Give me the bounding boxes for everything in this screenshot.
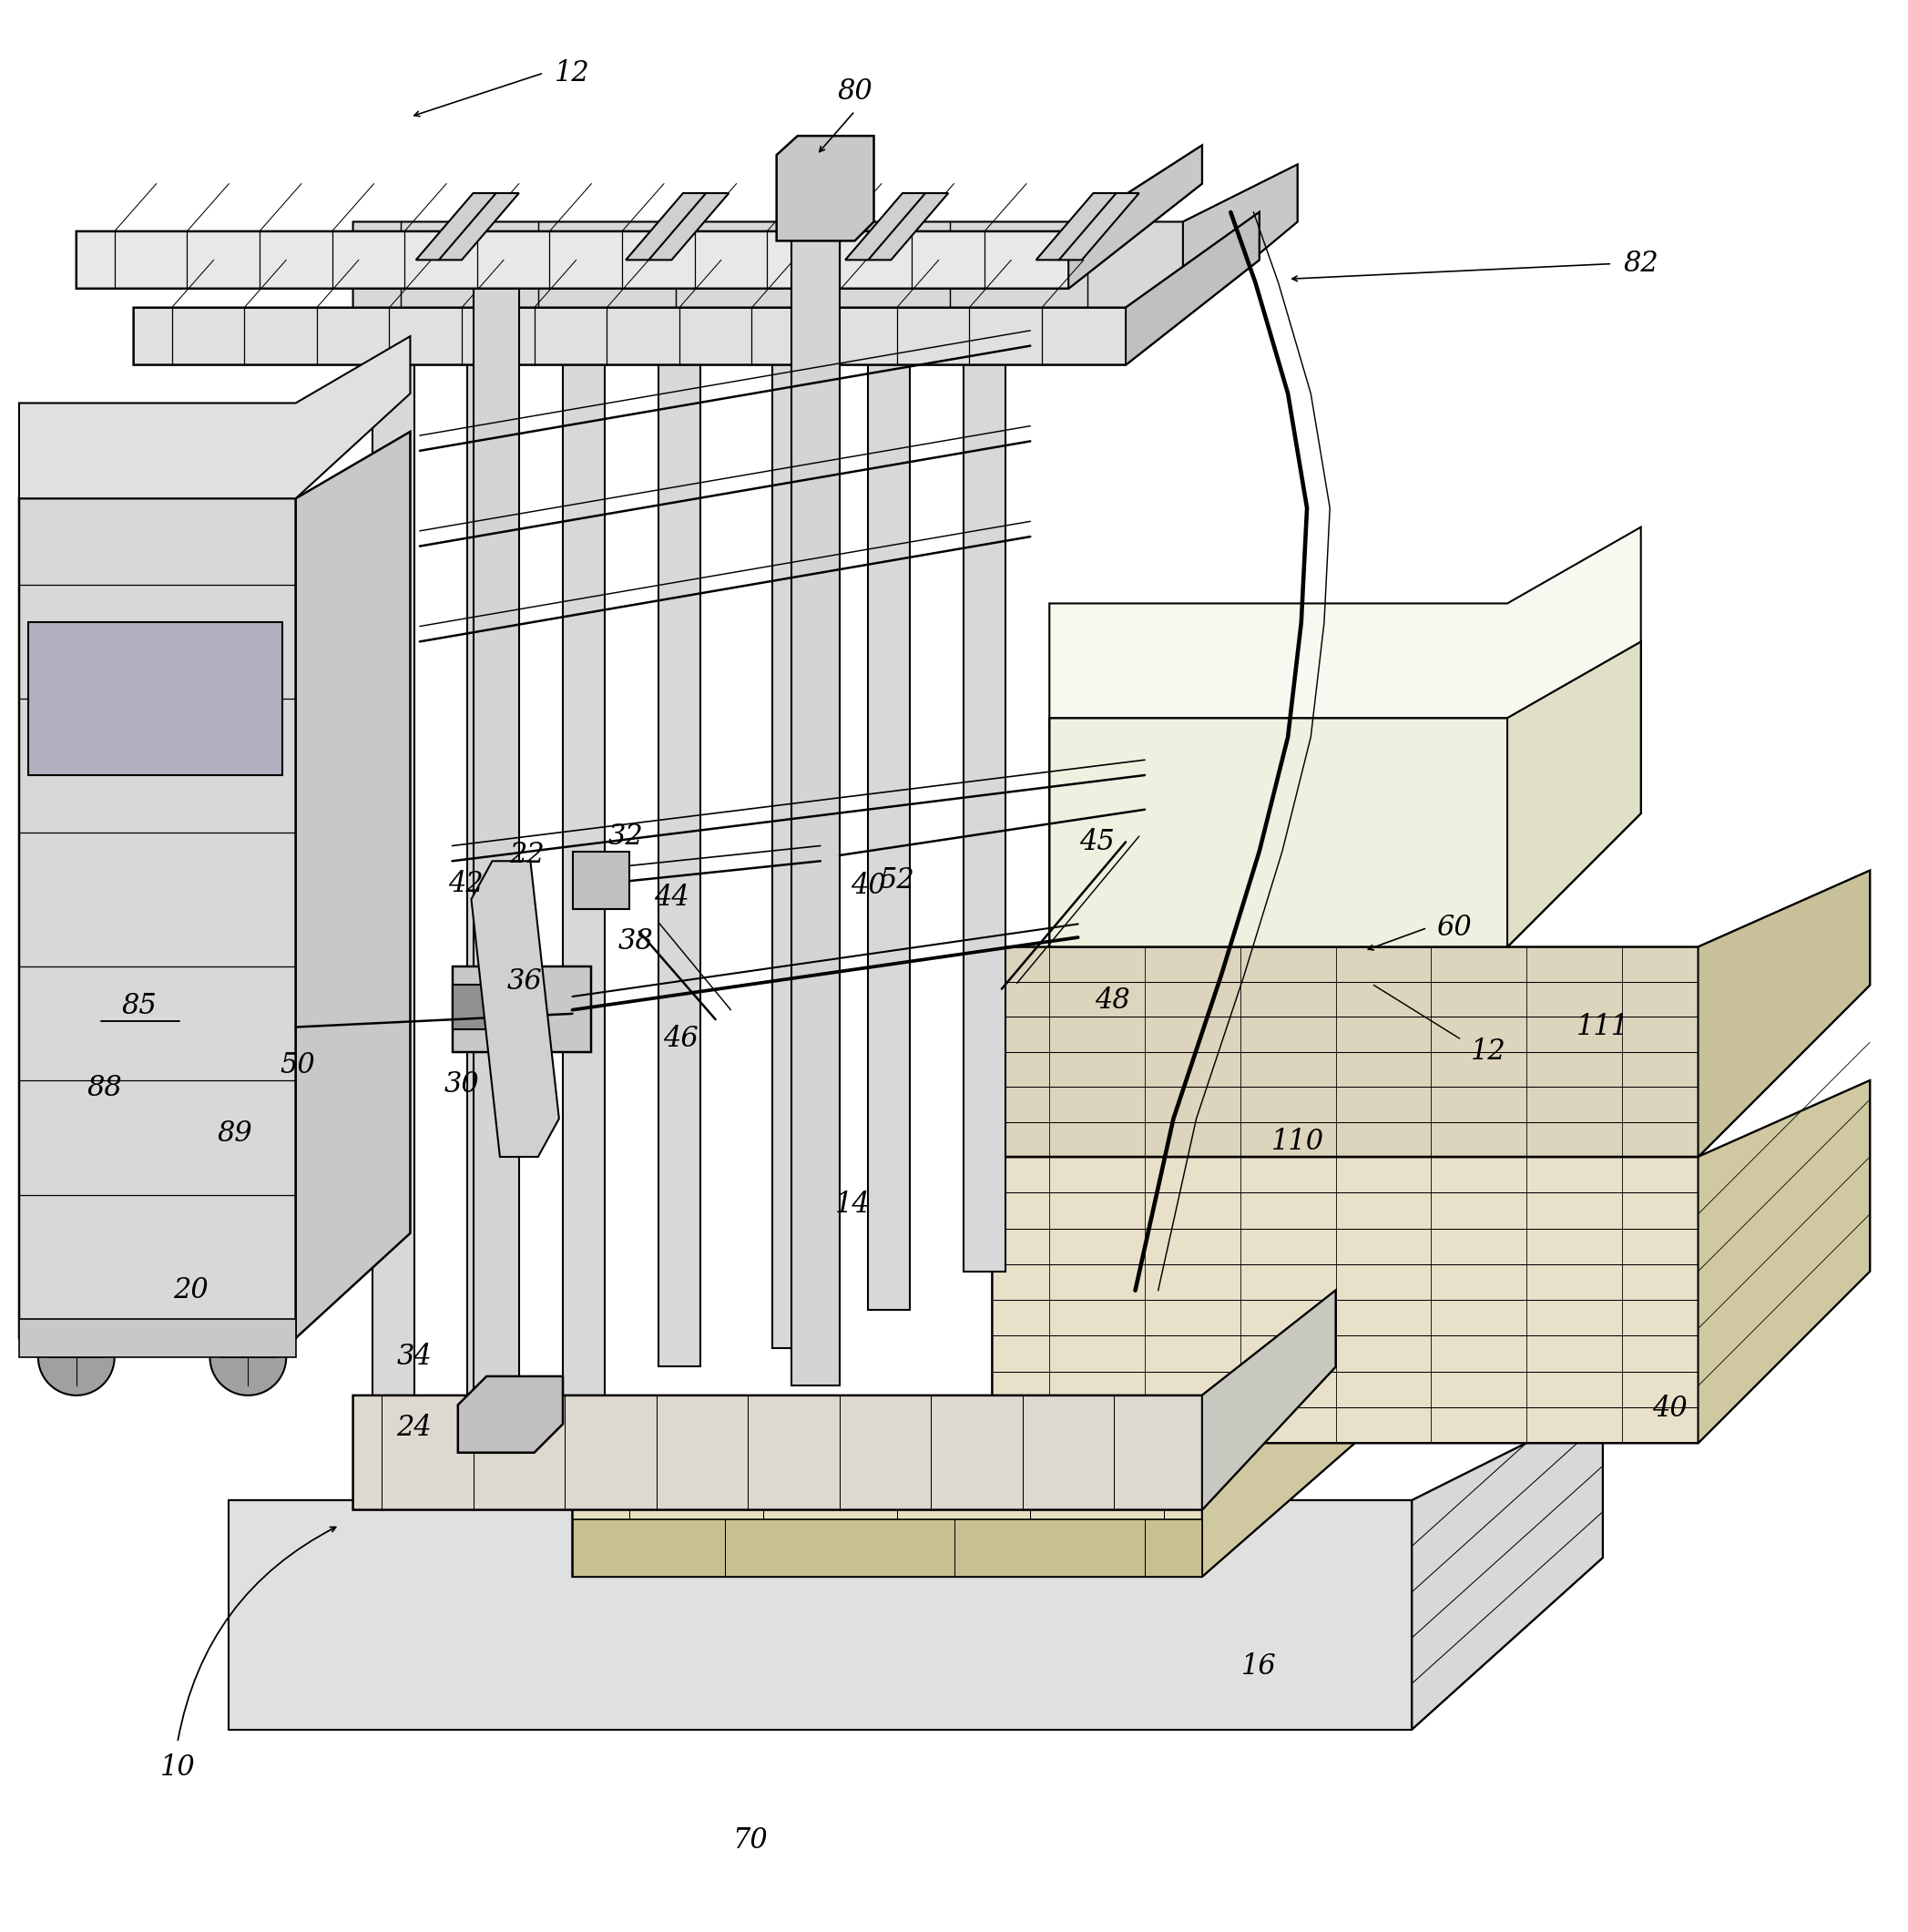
Polygon shape	[458, 1376, 563, 1453]
Polygon shape	[1126, 213, 1259, 365]
Text: 16: 16	[1242, 1652, 1276, 1681]
Polygon shape	[229, 1405, 1603, 1729]
Text: 48: 48	[1095, 985, 1130, 1014]
Polygon shape	[416, 193, 519, 261]
Polygon shape	[773, 261, 815, 1349]
Text: 52: 52	[880, 866, 914, 895]
Text: 42: 42	[448, 869, 483, 898]
Polygon shape	[626, 193, 729, 261]
Polygon shape	[76, 145, 1202, 288]
Polygon shape	[29, 622, 282, 775]
Text: 50: 50	[280, 1051, 315, 1080]
Text: 12: 12	[1471, 1037, 1505, 1066]
Circle shape	[210, 1320, 286, 1395]
Text: 10: 10	[160, 1754, 195, 1781]
Text: 45: 45	[1080, 827, 1114, 856]
Polygon shape	[467, 261, 509, 1463]
Polygon shape	[1202, 1291, 1336, 1511]
Text: 38: 38	[618, 927, 653, 954]
Polygon shape	[964, 317, 1006, 1271]
Text: 14: 14	[836, 1190, 870, 1219]
Circle shape	[181, 931, 231, 981]
Polygon shape	[19, 1320, 296, 1356]
Polygon shape	[353, 164, 1297, 317]
Text: 44: 44	[654, 883, 689, 912]
Polygon shape	[1698, 1080, 1870, 1443]
Polygon shape	[19, 336, 410, 498]
Text: 60: 60	[1437, 914, 1471, 943]
Text: 22: 22	[509, 840, 544, 869]
Circle shape	[36, 798, 86, 848]
Polygon shape	[134, 213, 1259, 365]
Text: 24: 24	[397, 1414, 431, 1441]
Text: 12: 12	[555, 58, 590, 87]
Text: 70: 70	[733, 1826, 767, 1855]
Polygon shape	[372, 261, 414, 1501]
Text: 82: 82	[1624, 249, 1658, 278]
Polygon shape	[792, 232, 840, 1385]
Polygon shape	[473, 288, 519, 1453]
Text: 80: 80	[838, 77, 872, 106]
Polygon shape	[1183, 164, 1297, 317]
Polygon shape	[845, 193, 948, 261]
Circle shape	[38, 1320, 114, 1395]
Text: 40: 40	[851, 871, 885, 900]
Polygon shape	[1507, 641, 1641, 947]
Circle shape	[36, 866, 86, 914]
Polygon shape	[1412, 1405, 1603, 1729]
Polygon shape	[572, 852, 630, 908]
Text: 30: 30	[445, 1070, 479, 1099]
Text: 46: 46	[664, 1024, 698, 1053]
Circle shape	[109, 866, 158, 914]
Circle shape	[109, 931, 158, 981]
Circle shape	[36, 931, 86, 981]
Polygon shape	[658, 261, 700, 1366]
Text: 20: 20	[174, 1277, 208, 1304]
Polygon shape	[452, 966, 591, 1051]
Polygon shape	[353, 1291, 1336, 1511]
Polygon shape	[1036, 193, 1139, 261]
Text: 89: 89	[218, 1121, 252, 1148]
Polygon shape	[777, 135, 874, 242]
Polygon shape	[992, 871, 1870, 1157]
Polygon shape	[1049, 641, 1641, 947]
Polygon shape	[572, 1519, 1202, 1577]
Text: 36: 36	[508, 968, 542, 995]
Polygon shape	[19, 498, 296, 1339]
Polygon shape	[1049, 527, 1641, 719]
Text: 110: 110	[1271, 1128, 1324, 1155]
Polygon shape	[452, 985, 492, 1030]
Polygon shape	[572, 1329, 1355, 1577]
Polygon shape	[992, 1080, 1870, 1443]
Polygon shape	[868, 298, 910, 1310]
Polygon shape	[296, 431, 410, 1339]
Text: 34: 34	[397, 1343, 431, 1372]
Text: 32: 32	[609, 823, 643, 850]
Text: 40: 40	[1652, 1395, 1687, 1422]
Circle shape	[181, 866, 231, 914]
Circle shape	[181, 798, 231, 848]
Text: 111: 111	[1576, 1012, 1629, 1041]
Polygon shape	[1202, 1329, 1355, 1577]
Polygon shape	[1698, 871, 1870, 1157]
Polygon shape	[471, 862, 559, 1157]
Polygon shape	[563, 261, 605, 1405]
Text: 88: 88	[88, 1074, 122, 1103]
Polygon shape	[229, 1501, 1412, 1729]
Polygon shape	[1068, 145, 1202, 288]
Circle shape	[109, 798, 158, 848]
Text: 85: 85	[122, 991, 156, 1020]
